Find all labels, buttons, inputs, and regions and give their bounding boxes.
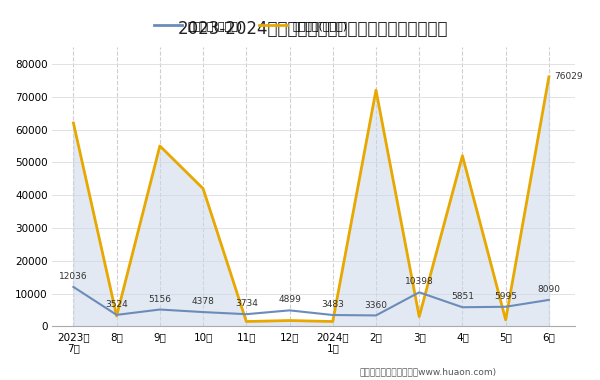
Text: 制图：华经产业研究院（www.huaon.com): 制图：华经产业研究院（www.huaon.com) bbox=[360, 367, 497, 376]
Legend: 出口总额(万美元), 进口总额(万美元): 出口总额(万美元), 进口总额(万美元) bbox=[149, 17, 352, 36]
Text: 3734: 3734 bbox=[235, 299, 258, 308]
Text: 5995: 5995 bbox=[494, 292, 517, 301]
Text: 4378: 4378 bbox=[191, 297, 215, 306]
Text: 5156: 5156 bbox=[148, 294, 172, 304]
Text: 3360: 3360 bbox=[364, 301, 388, 309]
Text: 4899: 4899 bbox=[278, 296, 301, 304]
Text: 12036: 12036 bbox=[59, 272, 88, 281]
Text: 10398: 10398 bbox=[405, 277, 434, 287]
Text: 8090: 8090 bbox=[538, 285, 560, 294]
Title: 2023-2024年黑河市商品收发货人所在地进、出口额: 2023-2024年黑河市商品收发货人所在地进、出口额 bbox=[178, 20, 449, 38]
Text: 3524: 3524 bbox=[105, 300, 128, 309]
Text: 5851: 5851 bbox=[451, 292, 474, 301]
Text: 3483: 3483 bbox=[322, 300, 344, 309]
Text: 76029: 76029 bbox=[554, 73, 583, 81]
